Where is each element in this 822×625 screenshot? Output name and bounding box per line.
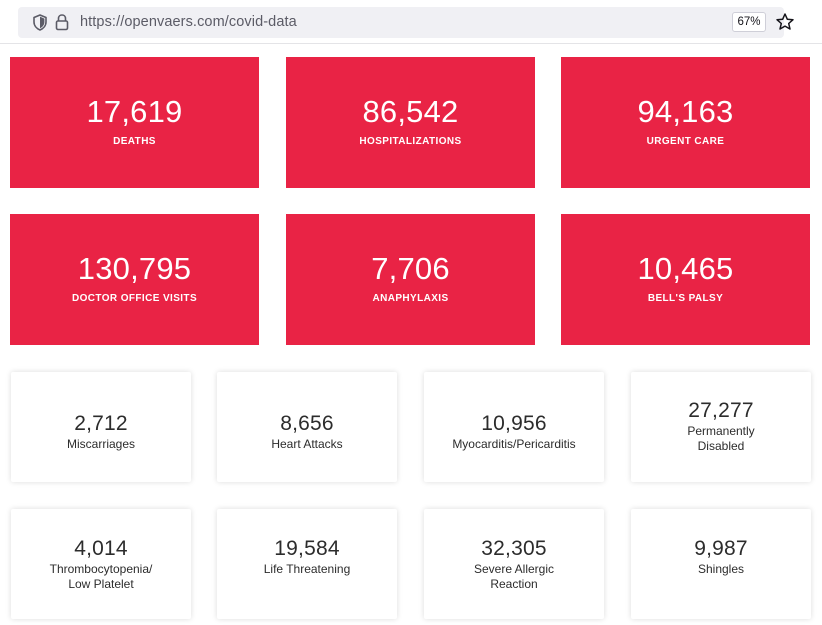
stat-label: ANAPHYLAXIS	[372, 293, 449, 304]
stat-value: 32,305	[481, 537, 547, 560]
stat-card-doctor-office-visits: 130,795 DOCTOR OFFICE VISITS	[10, 214, 259, 345]
stat-card-hospitalizations: 86,542 HOSPITALIZATIONS	[286, 57, 535, 188]
stat-label-line2: Disabled	[697, 439, 745, 453]
stat-value: 27,277	[688, 399, 754, 422]
stat-card-miscarriages: 2,712 Miscarriages	[11, 372, 191, 482]
stat-card-severe-allergic-reaction: 32,305 Severe Allergic Reaction	[424, 509, 604, 619]
bookmark-star-icon[interactable]	[775, 12, 795, 32]
shield-icon[interactable]	[32, 14, 48, 31]
stat-label-line1: Myocarditis/Pericarditis	[452, 437, 576, 451]
stat-value: 4,014	[74, 537, 128, 560]
lock-icon[interactable]	[55, 13, 69, 31]
url-path: /covid-data	[224, 14, 297, 30]
stat-card-heart-attacks: 8,656 Heart Attacks	[217, 372, 397, 482]
stat-label: HOSPITALIZATIONS	[359, 136, 462, 147]
stat-card-life-threatening: 19,584 Life Threatening	[217, 509, 397, 619]
stat-card-shingles: 9,987 Shingles	[631, 509, 811, 619]
stat-label: Heart Attacks	[217, 437, 397, 452]
stat-card-myocarditis: 10,956 Myocarditis/Pericarditis	[424, 372, 604, 482]
stat-value: 130,795	[77, 251, 192, 286]
stat-label-line1: Life Threatening	[263, 562, 351, 576]
stat-label: Myocarditis/Pericarditis	[424, 437, 604, 452]
stat-value: 94,163	[637, 94, 734, 129]
url-text[interactable]: https://openvaers.com/covid-data	[80, 14, 297, 30]
stat-value: 8,656	[280, 412, 334, 435]
stat-value: 86,542	[362, 94, 459, 129]
stat-label-line1: Thrombocytopenia/	[49, 562, 153, 576]
zoom-level-badge[interactable]: 67%	[732, 12, 766, 32]
browser-toolbar: https://openvaers.com/covid-data 67%	[0, 0, 822, 44]
stat-label: DOCTOR OFFICE VISITS	[71, 293, 198, 304]
stat-card-permanently-disabled: 27,277 Permanently Disabled	[631, 372, 811, 482]
stat-value: 2,712	[74, 412, 128, 435]
stat-value: 10,465	[637, 251, 734, 286]
stat-label-line1: Miscarriages	[66, 437, 135, 451]
stat-label: URGENT CARE	[646, 136, 725, 147]
stat-value: 9,987	[694, 537, 748, 560]
stat-value: 10,956	[481, 412, 547, 435]
stat-label-line1: Severe Allergic	[473, 562, 555, 576]
stat-card-bells-palsy: 10,465 BELL'S PALSY	[561, 214, 810, 345]
stat-label: Severe Allergic Reaction	[424, 562, 604, 592]
stat-label: Life Threatening	[217, 562, 397, 577]
url-host: https://openvaers.com	[80, 14, 225, 30]
stat-label: Shingles	[631, 562, 811, 577]
stat-card-anaphylaxis: 7,706 ANAPHYLAXIS	[286, 214, 535, 345]
stat-label-line2: Reaction	[490, 577, 538, 591]
stat-card-deaths: 17,619 DEATHS	[10, 57, 259, 188]
stat-label: DEATHS	[113, 136, 156, 147]
stat-label: Miscarriages	[11, 437, 191, 452]
stat-value: 17,619	[86, 94, 183, 129]
stat-label-line2: Low Platelet	[68, 577, 134, 591]
stat-label: Permanently Disabled	[631, 424, 811, 454]
stat-value: 19,584	[274, 537, 340, 560]
stat-card-thrombocytopenia: 4,014 Thrombocytopenia/Low Platelet	[11, 509, 191, 619]
stat-card-urgent-care: 94,163 URGENT CARE	[561, 57, 810, 188]
stat-label: Thrombocytopenia/Low Platelet	[11, 562, 191, 592]
address-bar[interactable]: https://openvaers.com/covid-data 67%	[18, 7, 794, 38]
stat-label: BELL'S PALSY	[647, 293, 724, 304]
stat-label-line1: Permanently	[687, 424, 755, 438]
stat-value: 7,706	[371, 251, 450, 286]
stat-label-line1: Shingles	[697, 562, 745, 576]
stat-label-line1: Heart Attacks	[271, 437, 343, 451]
